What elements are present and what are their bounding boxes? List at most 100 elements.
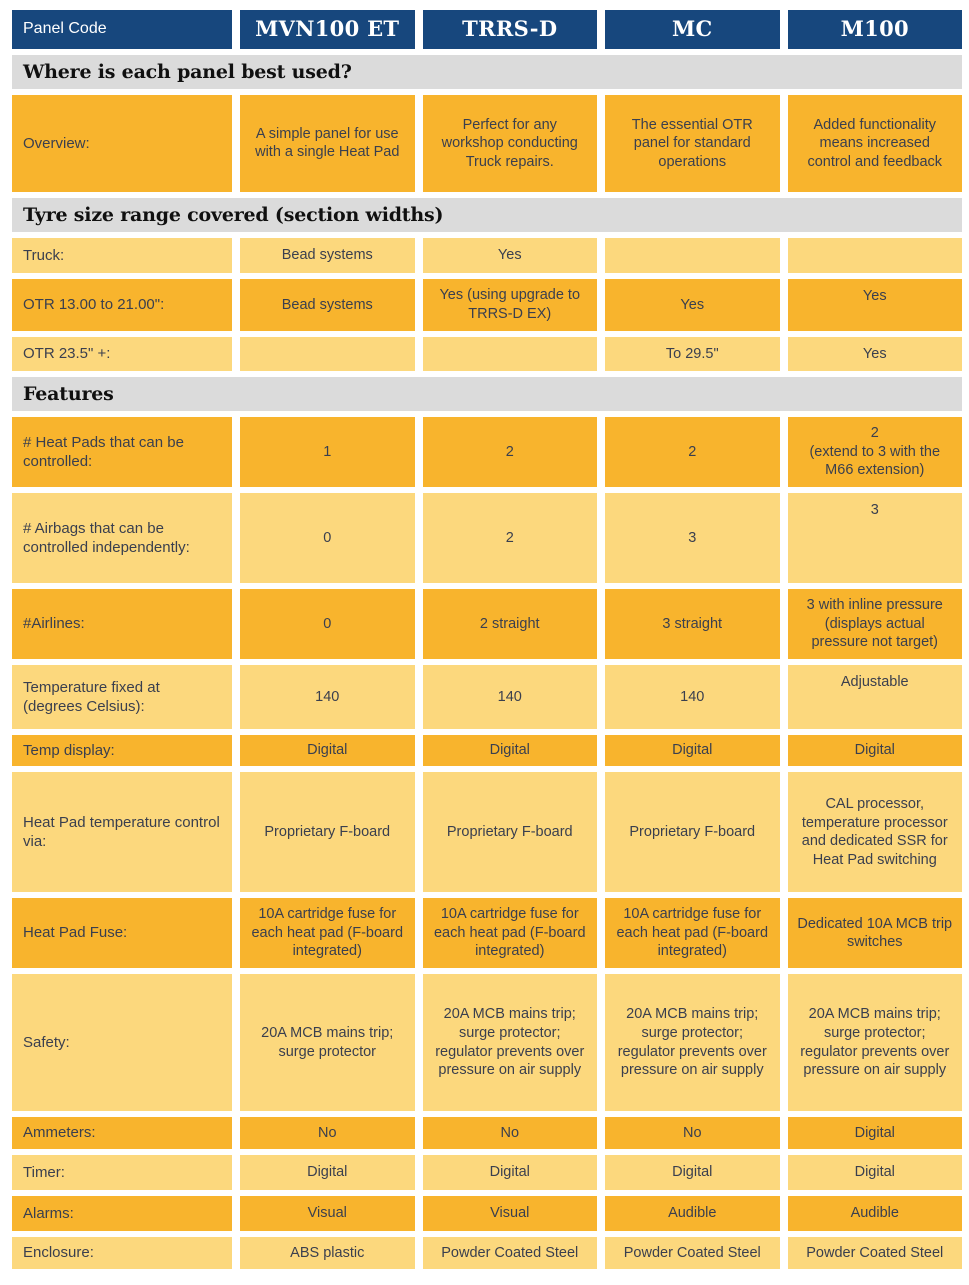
row-label: Temp display: — [12, 734, 232, 767]
cell: To 29.5" — [605, 336, 780, 371]
column-title: MVN100 ET — [255, 16, 400, 41]
cell: Visual — [240, 1196, 415, 1232]
table-row: #Airlines: 0 2 straight 3 straight 3 with in… — [12, 588, 962, 659]
row-label: Timer: — [12, 1155, 232, 1191]
cell: Digital — [422, 734, 597, 767]
row-label: Safety: — [12, 974, 232, 1112]
cell: 140 — [422, 664, 597, 729]
row-label: Enclosure: — [12, 1237, 232, 1270]
row-label: Truck: — [12, 237, 232, 273]
row-label: Ammeters: — [12, 1117, 232, 1150]
row-label: Overview: — [12, 94, 232, 192]
cell: 0 — [240, 492, 415, 583]
column-title: MC — [671, 16, 713, 41]
section-header: Where is each panel best used? — [12, 54, 962, 89]
row-label: Temperature fixed at (degrees Celsius): — [12, 664, 232, 729]
table-row: Heat Pad Fuse: 10A cartridge fuse for eac… — [12, 898, 962, 969]
cell: 2 (extend to 3 with the M66 extension) — [787, 416, 962, 487]
cell: 20A MCB mains trip; surge protector; reg… — [605, 974, 780, 1112]
table-row: Overview: A simple panel for use with a s… — [12, 94, 962, 192]
cell — [787, 237, 962, 273]
cell: Yes (using upgrade to TRRS-D EX) — [422, 278, 597, 331]
header-col-mc: MC — [605, 10, 780, 49]
header-row: Panel Code MVN100 ET TRRS-D MC M100 — [12, 10, 962, 49]
row-label: Alarms: — [12, 1196, 232, 1232]
row-label: # Airbags that can be controlled indepen… — [12, 492, 232, 583]
cell: Adjustable — [787, 664, 962, 729]
column-title: M100 — [840, 16, 909, 41]
cell: Proprietary F-board — [605, 772, 780, 893]
table-row: Temperature fixed at (degrees Celsius): 1… — [12, 664, 962, 729]
cell: ABS plastic — [240, 1237, 415, 1270]
header-panel-code: Panel Code — [12, 10, 232, 49]
cell: Digital — [240, 1155, 415, 1191]
table-row: Enclosure: ABS plastic Powder Coated Steel… — [12, 1237, 962, 1270]
cell: Perfect for any workshop conducting Truc… — [422, 94, 597, 192]
cell: Digital — [787, 1117, 962, 1150]
header-col-m100: M100 — [787, 10, 962, 49]
cell: Audible — [787, 1196, 962, 1232]
table-row: Truck: Bead systems Yes — [12, 237, 962, 273]
row-label: Heat Pad temperature control via: — [12, 772, 232, 893]
cell — [240, 336, 415, 371]
cell: Powder Coated Steel — [422, 1237, 597, 1270]
cell: Dedicated 10A MCB trip switches — [787, 898, 962, 969]
cell: Digital — [787, 734, 962, 767]
cell: 3 — [605, 492, 780, 583]
table-row: Safety: 20A MCB mains trip; surge protect… — [12, 974, 962, 1112]
cell: 2 — [605, 416, 780, 487]
row-label: Heat Pad Fuse: — [12, 898, 232, 969]
cell: Proprietary F-board — [240, 772, 415, 893]
cell: CAL processor, temperature processor and… — [787, 772, 962, 893]
section-title: Tyre size range covered (section widths) — [23, 203, 444, 226]
cell — [422, 336, 597, 371]
cell: 20A MCB mains trip; surge protector; reg… — [422, 974, 597, 1112]
table-row: Alarms: Visual Visual Audible Audible — [12, 1196, 962, 1232]
cell: 10A cartridge fuse for each heat pad (F-… — [240, 898, 415, 969]
cell: Visual — [422, 1196, 597, 1232]
cell: Digital — [422, 1155, 597, 1191]
cell: 2 — [422, 416, 597, 487]
section-title: Where is each panel best used? — [23, 60, 352, 83]
cell: A simple panel for use with a single Hea… — [240, 94, 415, 192]
row-label: #Airlines: — [12, 588, 232, 659]
cell: Bead systems — [240, 237, 415, 273]
cell: Yes — [605, 278, 780, 331]
panel-code-label: Panel Code — [23, 20, 107, 38]
cell: 3 — [787, 492, 962, 583]
cell: The essential OTR panel for standard ope… — [605, 94, 780, 192]
cell: No — [605, 1117, 780, 1150]
header-col-trrsd: TRRS-D — [422, 10, 597, 49]
row-label: OTR 23.5" +: — [12, 336, 232, 371]
cell: Digital — [787, 1155, 962, 1191]
cell: 3 straight — [605, 588, 780, 659]
section-title: Features — [23, 382, 114, 405]
cell: Digital — [240, 734, 415, 767]
cell: 20A MCB mains trip; surge protector; reg… — [787, 974, 962, 1112]
cell: Yes — [787, 278, 962, 331]
cell — [605, 237, 780, 273]
cell: Added functionality means increased cont… — [787, 94, 962, 192]
header-col-mvn100et: MVN100 ET — [240, 10, 415, 49]
cell: Powder Coated Steel — [787, 1237, 962, 1270]
cell: 2 — [422, 492, 597, 583]
cell: 0 — [240, 588, 415, 659]
cell: 140 — [240, 664, 415, 729]
cell: 2 straight — [422, 588, 597, 659]
cell: No — [422, 1117, 597, 1150]
cell: No — [240, 1117, 415, 1150]
table-row: # Airbags that can be controlled indepen… — [12, 492, 962, 583]
table-row: OTR 23.5" +: To 29.5" Yes — [12, 336, 962, 371]
table-row: Heat Pad temperature control via: Proprie… — [12, 772, 962, 893]
table-row: OTR 13.00 to 21.00": Bead systems Yes (usi… — [12, 278, 962, 331]
cell: 3 with inline pressure (displays actual … — [787, 588, 962, 659]
cell: Powder Coated Steel — [605, 1237, 780, 1270]
table-row: Ammeters: No No No Digital — [12, 1117, 962, 1150]
table-row: Timer: Digital Digital Digital Digital — [12, 1155, 962, 1191]
row-label: # Heat Pads that can be controlled: — [12, 416, 232, 487]
cell: 10A cartridge fuse for each heat pad (F-… — [422, 898, 597, 969]
table-row: # Heat Pads that can be controlled: 1 2 2 2 … — [12, 416, 962, 487]
column-title: TRRS-D — [462, 16, 558, 41]
cell: Digital — [605, 1155, 780, 1191]
